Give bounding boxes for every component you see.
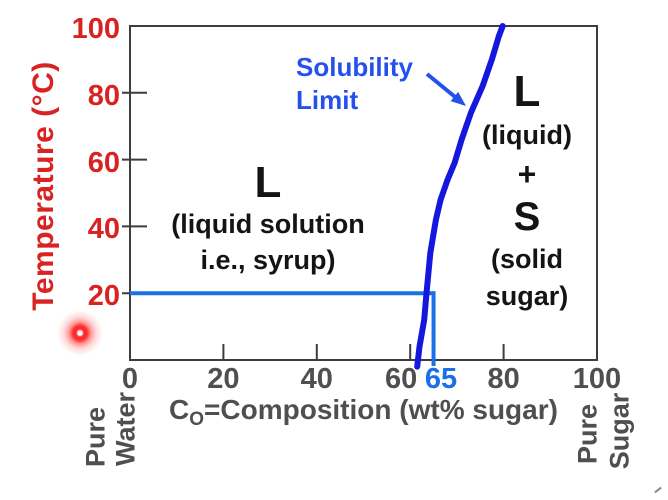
x-tick-label-20: 20	[207, 363, 240, 395]
x-tick-label-0: 0	[121, 363, 139, 395]
x-tick-label-60: 60	[385, 363, 418, 395]
solubility-limit-line2: Limit	[296, 85, 359, 115]
y-tick-label-40: 40	[87, 213, 120, 246]
solid-caption-line1: (solid	[491, 244, 563, 274]
x-tick-label-80: 80	[487, 363, 520, 395]
liquid-symbol: L	[513, 67, 541, 116]
x-axis-title-subscript: O	[189, 409, 205, 430]
y-tick-label-80: 80	[87, 79, 120, 112]
pure-water-label-line1: Pure	[80, 406, 111, 468]
liquid-caption: (liquid)	[482, 120, 572, 150]
solid-symbol: S	[513, 195, 541, 239]
solid-caption-line2: sugar)	[485, 281, 569, 311]
solubility-limit-arrow	[425, 72, 459, 101]
liquid-region-label: L (liquid solution i.e., syrup)	[128, 160, 408, 278]
liquid-solid-region-label: L (liquid) + S (solid sugar)	[447, 68, 607, 314]
x-axis-title-symbol: C	[169, 394, 190, 425]
solubility-limit-line1: Solubility	[296, 52, 413, 82]
liquid-region-symbol: L	[254, 158, 282, 207]
y-tick-label-60: 60	[87, 146, 120, 179]
x-tick-label-100: 100	[572, 363, 622, 395]
solubility-limit-arrowhead	[450, 91, 466, 106]
y-tick-label-20: 20	[87, 280, 120, 313]
pure-water-label-line2: Water	[110, 391, 141, 467]
plus-sign: +	[517, 156, 537, 192]
liquid-region-line1: (liquid solution	[171, 209, 365, 239]
solubility-limit-curve	[414, 23, 506, 370]
x-tick-label-65: 65	[424, 363, 458, 395]
pure-sugar-label-line1: Pure	[572, 403, 603, 465]
liquid-region-line2: i.e., syrup)	[200, 245, 336, 275]
x-axis-title: CO=Composition (wt% sugar)	[130, 394, 597, 431]
pure-sugar-label-line2: Sugar	[604, 392, 635, 470]
laser-pointer-dot	[57, 310, 103, 356]
x-axis-title-rest: =Composition (wt% sugar)	[204, 394, 558, 425]
solubility-limit-annotation: Solubility Limit	[296, 51, 413, 117]
plot-border	[129, 25, 598, 361]
y-tick-label-100: 100	[71, 13, 120, 45]
x-tick-label-40: 40	[300, 363, 333, 395]
